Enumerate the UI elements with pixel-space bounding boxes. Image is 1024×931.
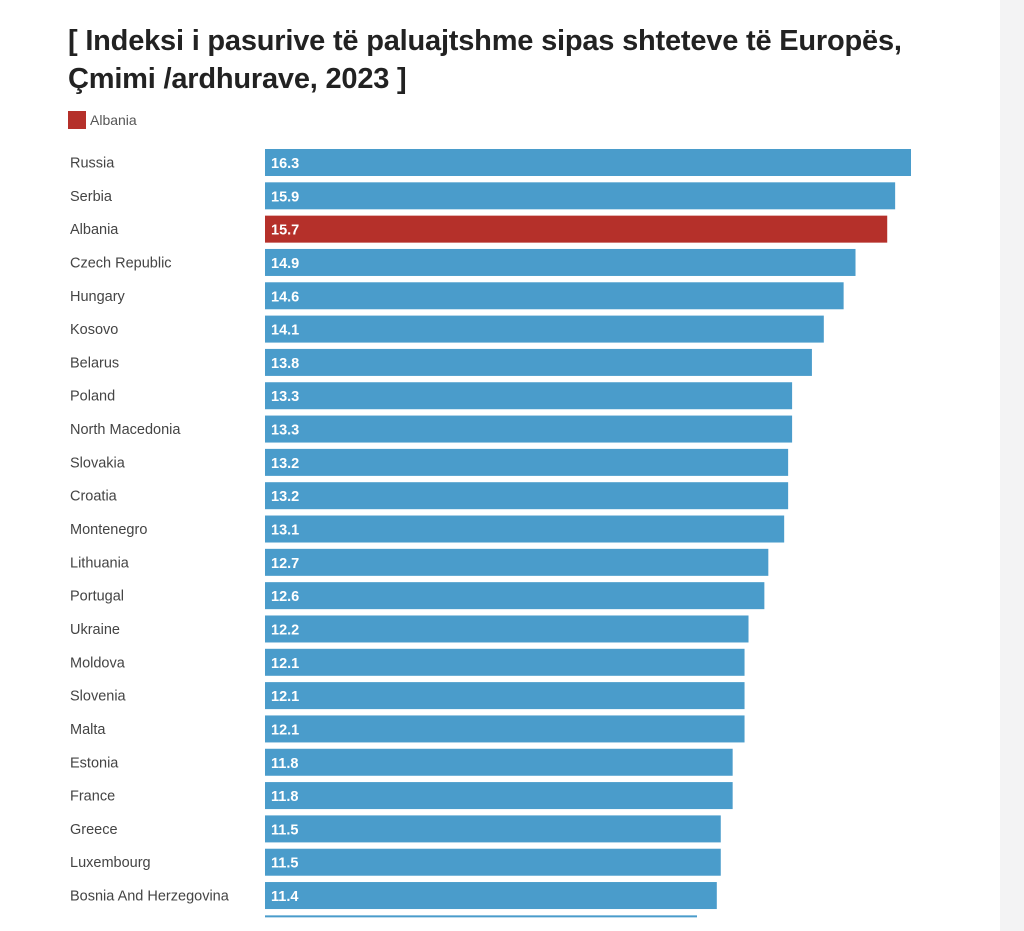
value-label-montenegro: 13.1 [271,523,299,539]
value-label-ukraine: 12.2 [271,622,299,638]
category-label-croatia: Croatia [70,489,118,505]
bar-portugal [265,582,765,610]
value-label-france: 11.8 [271,789,298,805]
category-label-north-macedonia: North Macedonia [70,422,181,438]
legend: Albania [68,111,137,129]
value-label-hungary: 14.6 [271,289,299,305]
category-label-ukraine: Ukraine [70,622,120,638]
bar-slovenia [265,682,745,710]
bar-slovakia [265,448,789,476]
bar-malta [265,715,745,743]
legend-label-albania: Albania [90,112,137,128]
category-label-russia: Russia [70,156,115,172]
category-label-poland: Poland [70,389,115,405]
category-label-belarus: Belarus [70,355,119,371]
category-label-montenegro: Montenegro [70,522,147,538]
category-label-greece: Greece [70,822,118,838]
bar-croatia [265,482,789,510]
side-strip [1000,0,1024,931]
bar-estonia [265,748,733,776]
bar-cut-off [265,915,697,918]
bar-north-macedonia [265,415,793,443]
bar-russia [265,149,911,176]
bar-hungary [265,282,844,310]
bar-france [265,782,733,810]
bar-belarus [265,348,812,376]
value-label-poland: 13.3 [271,389,299,405]
category-label-portugal: Portugal [70,589,124,605]
category-label-france: France [70,789,115,805]
category-label-estonia: Estonia [70,755,119,771]
value-label-albania: 15.7 [271,223,299,239]
bar-lithuania [265,548,769,576]
value-label-north-macedonia: 13.3 [271,423,299,439]
bar-luxembourg [265,848,721,876]
title-line-2: Çmimi /ardhurave, 2023 ] [68,63,407,95]
value-label-lithuania: 12.7 [271,556,299,572]
bar-kosovo [265,315,824,343]
value-label-moldova: 12.1 [271,656,299,672]
category-label-luxembourg: Luxembourg [70,855,151,871]
value-label-russia: 16.3 [271,156,299,172]
category-label-bosnia-and-herzegovina: Bosnia And Herzegovina [70,889,230,905]
bar-albania [265,215,888,243]
bar-chart: Russia 16.3 Serbia 15.9 Albania 15.7 Czech Rep… [70,149,911,918]
category-label-kosovo: Kosovo [70,322,118,338]
bar-poland [265,382,793,410]
category-label-czech-republic: Czech Republic [70,255,172,271]
value-label-bosnia-and-herzegovina: 11.4 [271,889,298,905]
title-line-1: [ Indeksi i pasurive të paluajtshme sipa… [68,25,902,57]
bar-greece [265,815,721,843]
bar-ukraine [265,615,749,643]
category-label-hungary: Hungary [70,289,126,305]
value-label-slovenia: 12.1 [271,689,299,705]
bar-montenegro [265,515,785,543]
category-label-slovakia: Slovakia [70,455,126,471]
value-label-luxembourg: 11.5 [271,856,298,872]
bar-moldova [265,648,745,676]
category-label-moldova: Moldova [70,655,126,671]
value-label-portugal: 12.6 [271,589,299,605]
bar-bosnia-and-herzegovina [265,882,717,910]
category-label-slovenia: Slovenia [70,689,127,705]
legend-swatch-albania [68,111,86,129]
value-label-croatia: 13.2 [271,489,299,505]
category-label-albania: Albania [70,222,119,238]
value-label-slovakia: 13.2 [271,456,299,472]
bar-czech-republic [265,248,856,276]
category-label-lithuania: Lithuania [70,555,130,571]
value-label-malta: 12.1 [271,722,299,738]
value-label-greece: 11.5 [271,822,298,838]
value-label-belarus: 13.8 [271,356,299,372]
category-label-malta: Malta [70,722,106,738]
category-label-serbia: Serbia [70,189,113,205]
value-label-kosovo: 14.1 [271,323,299,339]
value-label-estonia: 11.8 [271,756,298,772]
bar-serbia [265,182,896,210]
value-label-serbia: 15.9 [271,189,299,205]
chart-title: [ Indeksi i pasurive të paluajtshme sipa… [68,22,988,98]
value-label-czech-republic: 14.9 [271,256,299,272]
